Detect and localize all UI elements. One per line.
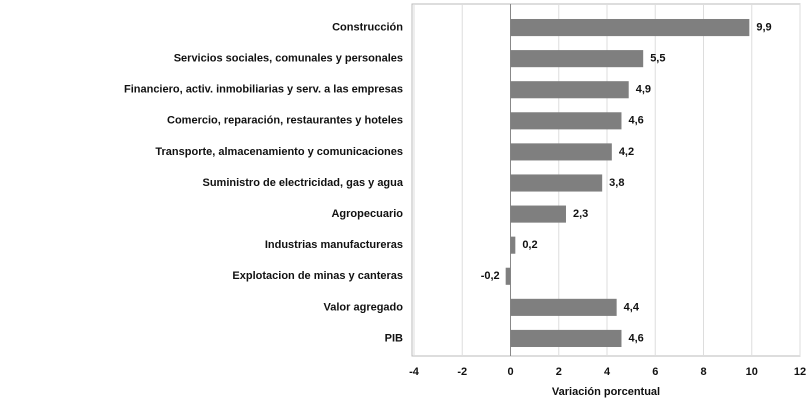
y-tick-label: Agropecuario <box>331 208 403 220</box>
data-label: 4,4 <box>624 301 640 313</box>
data-label: 3,8 <box>609 177 624 189</box>
bar <box>510 205 566 223</box>
y-tick-label: Servicios sociales, comunales y personal… <box>174 53 403 65</box>
y-tick-label: Financiero, activ. inmobiliarias y serv.… <box>124 84 403 96</box>
x-tick-label: 10 <box>746 366 758 378</box>
x-tick-label: 6 <box>652 366 658 378</box>
bar <box>505 267 511 285</box>
y-tick-label: Suministro de electricidad, gas y agua <box>202 177 403 189</box>
bar <box>510 329 622 348</box>
x-tick-label: -2 <box>457 366 467 378</box>
y-tick-label: Construcción <box>332 21 403 33</box>
data-label: 5,5 <box>650 53 665 65</box>
x-tick-label: 12 <box>794 366 806 378</box>
y-tick-label: Valor agregado <box>324 301 404 313</box>
data-label: 4,6 <box>628 332 643 344</box>
data-label: -0,2 <box>481 270 500 282</box>
bar <box>510 18 750 37</box>
data-label: 2,3 <box>573 208 588 220</box>
x-tick-label: 8 <box>700 366 706 378</box>
bar <box>510 50 644 68</box>
data-label: 4,6 <box>628 115 643 127</box>
y-tick-label: Industrias manufactureras <box>265 239 403 251</box>
bar <box>510 298 617 316</box>
y-tick-label: PIB <box>385 332 403 344</box>
y-tick-label: Explotacion de minas y canteras <box>232 270 403 282</box>
y-tick-label: Comercio, reparación, restaurantes y hot… <box>167 115 403 127</box>
x-tick-label: 4 <box>604 366 611 378</box>
bar <box>510 174 603 192</box>
data-label: 0,2 <box>522 239 537 251</box>
x-axis-label: Variación porcentual <box>552 386 660 398</box>
bar <box>510 236 516 254</box>
bar <box>510 112 622 130</box>
x-tick-label: 0 <box>507 366 513 378</box>
y-tick-label: Transporte, almacenamiento y comunicacio… <box>155 146 403 158</box>
x-tick-label: 2 <box>556 366 562 378</box>
x-tick-label: -4 <box>409 366 420 378</box>
data-label: 9,9 <box>756 21 771 33</box>
bar <box>510 143 612 161</box>
data-label: 4,2 <box>619 146 634 158</box>
bar <box>510 81 629 99</box>
data-label: 4,9 <box>636 84 651 96</box>
